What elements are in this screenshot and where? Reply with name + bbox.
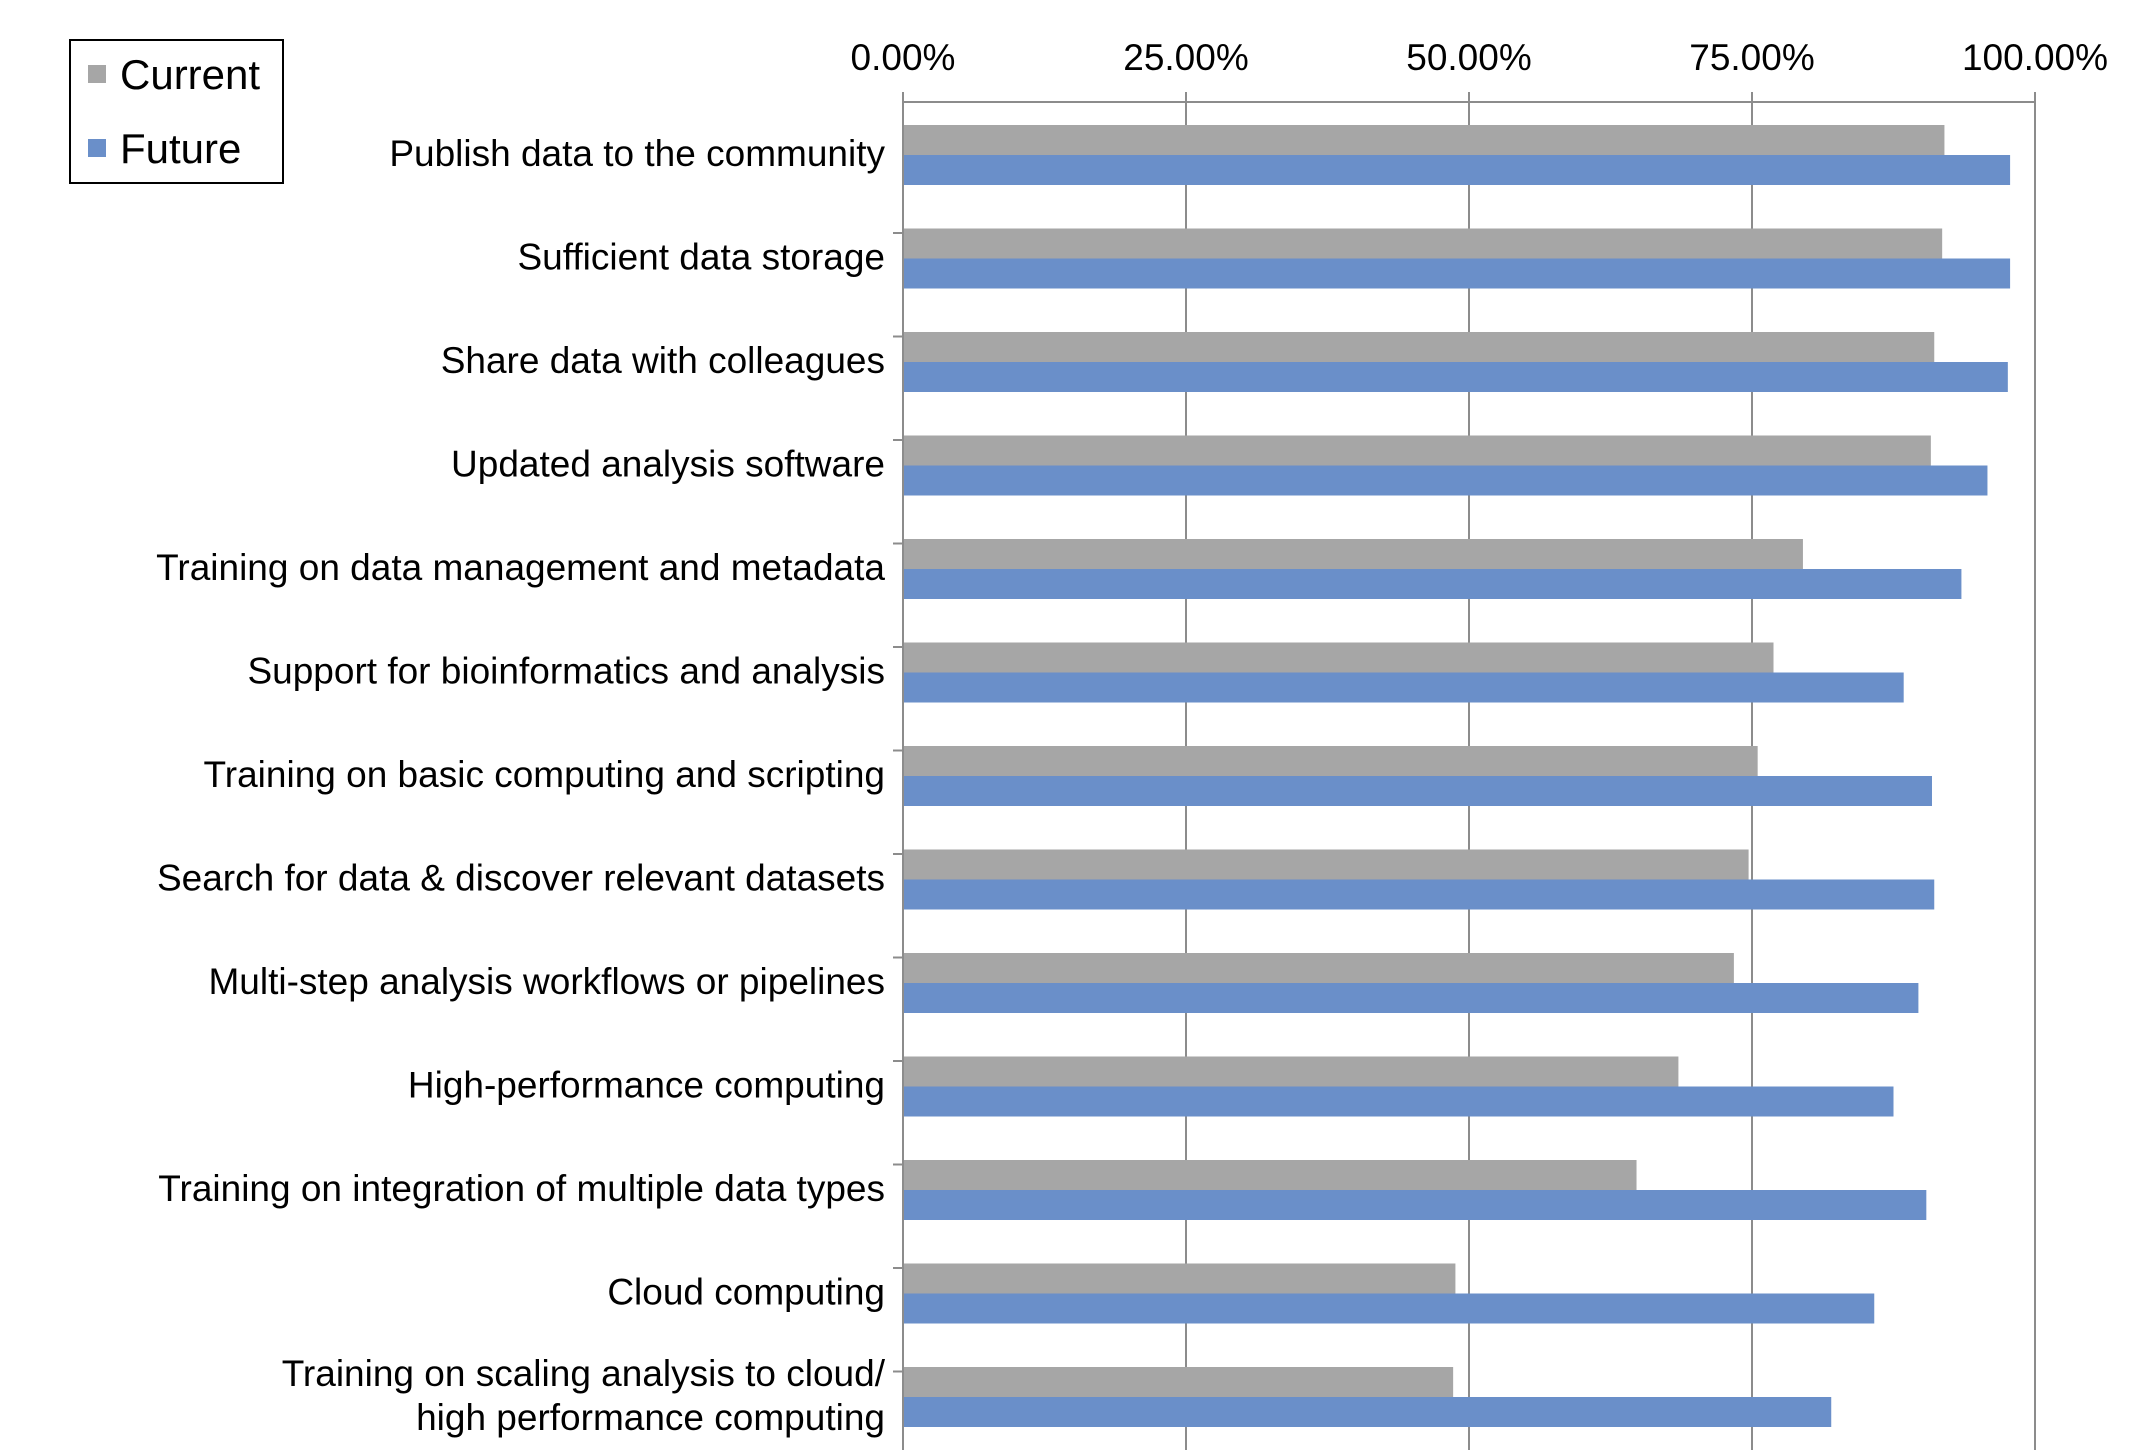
x-tick-label: 100.00% xyxy=(1962,37,2108,78)
bar-current xyxy=(903,228,1943,259)
category-label-line: High-performance computing xyxy=(408,1065,885,1106)
category-label-line: Training on integration of multiple data… xyxy=(158,1168,885,1209)
category-label: High-performance computing xyxy=(408,1065,885,1106)
bar-future xyxy=(903,155,2011,185)
category-label: Publish data to the community xyxy=(389,133,885,174)
category-label-line: Training on scaling analysis to cloud/ xyxy=(282,1353,886,1394)
bar-future xyxy=(903,465,1988,496)
category-label-line: Share data with colleagues xyxy=(441,340,885,381)
category-label: Sufficient data storage xyxy=(517,237,885,278)
category-label-line: Updated analysis software xyxy=(451,444,885,485)
legend-label-current: Current xyxy=(120,51,260,98)
axes xyxy=(893,92,2036,1450)
category-label-line: Multi-step analysis workflows or pipelin… xyxy=(208,961,885,1002)
bar-current xyxy=(903,746,1758,776)
legend-box xyxy=(69,39,284,184)
bar-future xyxy=(903,776,1932,806)
legend-swatch-current xyxy=(88,65,106,83)
category-label: Multi-step analysis workflows or pipelin… xyxy=(208,961,885,1002)
category-label: Cloud computing xyxy=(607,1272,885,1313)
category-label: Share data with colleagues xyxy=(441,340,885,381)
bar-current xyxy=(903,435,1931,466)
bar-future xyxy=(903,1190,1927,1220)
category-label: Support for bioinformatics and analysis xyxy=(247,651,885,692)
x-tick-label: 50.00% xyxy=(1406,37,1532,78)
category-label-line: Training on basic computing and scriptin… xyxy=(204,754,885,795)
legend-swatch-future xyxy=(88,139,106,157)
legend-label-future: Future xyxy=(120,125,241,172)
bar-current xyxy=(903,1367,1454,1397)
category-label-line: Training on data management and metadata xyxy=(156,547,885,588)
bar-future xyxy=(903,1397,1832,1427)
x-tick-label: 25.00% xyxy=(1123,37,1249,78)
bar-future xyxy=(903,983,1919,1013)
bar-current xyxy=(903,642,1774,673)
bar-future xyxy=(903,1086,1894,1117)
category-label-line: Sufficient data storage xyxy=(517,237,885,278)
bar-future xyxy=(903,879,1935,910)
x-tick-label: 75.00% xyxy=(1689,37,1815,78)
category-labels: Publish data to the community Sufficient … xyxy=(156,133,886,1438)
bars xyxy=(903,125,2011,1427)
category-label-line: Search for data & discover relevant data… xyxy=(157,858,885,899)
bar-future xyxy=(903,672,1904,703)
bar-future xyxy=(903,569,1962,599)
bar-current xyxy=(903,953,1734,983)
category-label-line: Cloud computing xyxy=(607,1272,885,1313)
category-label: Training on basic computing and scriptin… xyxy=(204,754,885,795)
bar-current xyxy=(903,849,1749,880)
bar-current xyxy=(903,1160,1637,1190)
bar-current xyxy=(903,1056,1679,1087)
x-tick-labels: 0.00% 25.00% 50.00% 75.00% 100.00% xyxy=(851,37,2109,78)
x-tick-label: 0.00% xyxy=(851,37,956,78)
category-label-line: Publish data to the community xyxy=(389,133,885,174)
bar-current xyxy=(903,125,1945,155)
category-label: Search for data & discover relevant data… xyxy=(157,858,885,899)
category-label: Training on scaling analysis to cloud/hi… xyxy=(282,1353,886,1438)
category-label: Updated analysis software xyxy=(451,444,885,485)
bar-current xyxy=(903,1263,1456,1294)
bar-future xyxy=(903,1293,1875,1324)
category-label: Training on integration of multiple data… xyxy=(158,1168,885,1209)
category-label-line: high performance computing xyxy=(416,1397,885,1438)
bar-current xyxy=(903,332,1935,362)
bar-future xyxy=(903,258,2011,289)
bar-current xyxy=(903,539,1803,569)
category-label-line: Support for bioinformatics and analysis xyxy=(247,651,885,692)
legend: Current Future xyxy=(69,39,284,184)
bar-future xyxy=(903,362,2008,392)
category-label: Training on data management and metadata xyxy=(156,547,885,588)
